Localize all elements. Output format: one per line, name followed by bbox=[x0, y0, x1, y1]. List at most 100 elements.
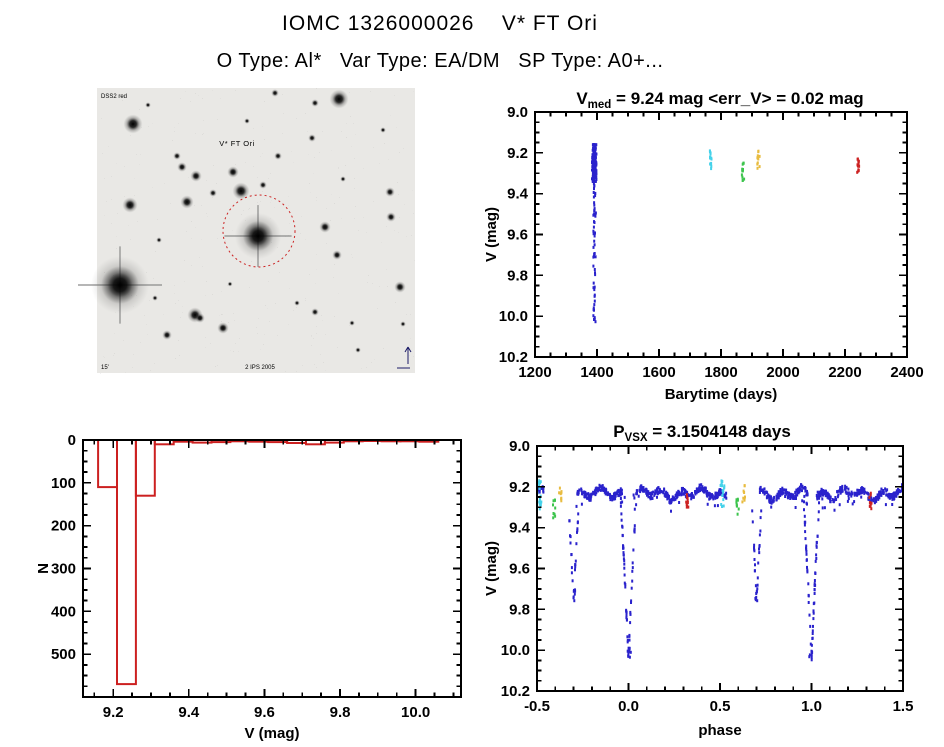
star bbox=[340, 176, 346, 182]
phase-folded-plot: -0.5 0.0 0.5 1.0 1.5 9.0 9.2 9.4 9.6 9.8 10.0 10.2 p… bbox=[483, 422, 913, 739]
field-stars bbox=[91, 89, 406, 353]
credit-label: 2 IPS 2005 bbox=[245, 365, 275, 371]
x-tick-label: 1.0 bbox=[801, 698, 822, 715]
star bbox=[162, 330, 172, 340]
star bbox=[190, 170, 202, 182]
histogram-bars bbox=[97, 439, 440, 686]
x-tick-label: 9.2 bbox=[103, 704, 124, 721]
phase-y-axis-title: V (mag) bbox=[483, 541, 500, 596]
star bbox=[232, 182, 250, 200]
target-aperture-circle bbox=[222, 194, 296, 268]
x-tick-label: 9.4 bbox=[178, 704, 200, 721]
x-tick-label: 1.5 bbox=[893, 698, 914, 715]
lightcurve-x-axis-title: Barytime (days) bbox=[665, 386, 778, 403]
y-tick-label: 200 bbox=[51, 518, 76, 535]
x-tick-label: 2000 bbox=[766, 364, 799, 381]
survey-label: DSS2 red bbox=[101, 94, 127, 100]
phase-title: PVSX = 3.1504148 days bbox=[613, 422, 791, 444]
x-tick-label: 9.6 bbox=[254, 704, 275, 721]
y-tick-label: 9.2 bbox=[507, 145, 528, 162]
star bbox=[308, 134, 316, 142]
y-tick-label: 9.4 bbox=[507, 186, 529, 203]
y-tick-label: 9.6 bbox=[507, 227, 528, 244]
histogram-bar bbox=[97, 439, 118, 489]
star bbox=[355, 347, 361, 353]
phase-axis-labels: -0.5 0.0 0.5 1.0 1.5 9.0 9.2 9.4 9.6 9.8 10.0 10.2 p… bbox=[483, 438, 913, 739]
star bbox=[294, 300, 300, 306]
star bbox=[177, 162, 187, 172]
phase-data-points bbox=[536, 479, 904, 662]
y-tick-label: 10.0 bbox=[501, 642, 530, 659]
star bbox=[400, 321, 406, 327]
y-tick-label: 9.0 bbox=[509, 438, 530, 455]
star bbox=[180, 195, 194, 209]
star bbox=[123, 114, 143, 134]
y-tick-label: 10.2 bbox=[501, 683, 530, 700]
y-tick-label: 500 bbox=[51, 646, 76, 663]
star bbox=[380, 127, 386, 133]
lightcurve-title: Vmed = 9.24 mag <err_V> = 0.02 mag bbox=[576, 89, 863, 111]
lightcurve-axes-frame bbox=[534, 111, 908, 358]
star bbox=[145, 102, 151, 108]
y-tick-label: 9.8 bbox=[509, 601, 530, 618]
histogram-bar bbox=[134, 439, 156, 497]
star bbox=[209, 189, 217, 197]
x-tick-label: 0.5 bbox=[710, 698, 731, 715]
star bbox=[195, 313, 205, 323]
x-tick-label: 1400 bbox=[580, 364, 613, 381]
star bbox=[311, 308, 319, 316]
y-tick-label: 100 bbox=[51, 475, 76, 492]
phase-axes-frame bbox=[536, 445, 904, 692]
star bbox=[385, 187, 395, 197]
y-tick-label: 9.6 bbox=[509, 561, 530, 578]
lightcurve-plot: 1200 1400 1600 1800 2000 2200 2400 9.0 9.2 9.4 9.6… bbox=[483, 89, 924, 403]
finding-chart-image: V* FT Ori DSS2 red 15' 2 IPS 2005 bbox=[78, 88, 415, 374]
x-tick-label: 2400 bbox=[890, 364, 923, 381]
histogram-axis-labels: 9.2 9.4 9.6 9.8 10.0 0 100 200 300 400 500 V (mag) N bbox=[35, 432, 430, 742]
star bbox=[274, 152, 282, 160]
star bbox=[332, 250, 342, 260]
histogram-bar bbox=[116, 439, 137, 686]
y-tick-label: 9.8 bbox=[507, 267, 528, 284]
y-tick-label: 0 bbox=[68, 432, 76, 449]
y-tick-label: 9.4 bbox=[509, 520, 531, 537]
phase-x-axis-title: phase bbox=[698, 722, 741, 739]
y-tick-label: 10.0 bbox=[499, 308, 528, 325]
y-tick-label: 400 bbox=[51, 603, 76, 620]
page-title: IOMC 1326000026 V* FT Ori bbox=[282, 12, 598, 35]
star bbox=[394, 281, 406, 293]
compass-icon bbox=[397, 346, 412, 369]
star bbox=[152, 295, 158, 301]
x-tick-label: 1800 bbox=[704, 364, 737, 381]
y-tick-label: 9.2 bbox=[509, 479, 530, 496]
star bbox=[259, 181, 267, 189]
star bbox=[173, 152, 181, 160]
lightcurve-data-points bbox=[591, 143, 861, 324]
histogram-x-axis-title: V (mag) bbox=[244, 725, 299, 742]
x-tick-label: 1600 bbox=[642, 364, 675, 381]
x-tick-label: 2200 bbox=[828, 364, 861, 381]
page-subtitle: O Type: Al* Var Type: EA/DM SP Type: A0+… bbox=[216, 50, 664, 72]
magnitude-histogram-plot: 9.2 9.4 9.6 9.8 10.0 0 100 200 300 400 500 V (mag) N bbox=[35, 432, 462, 742]
y-tick-label: 9.0 bbox=[507, 104, 528, 121]
target-name-label: V* FT Ori bbox=[219, 139, 255, 148]
star bbox=[122, 197, 138, 213]
x-tick-label: 10.0 bbox=[401, 704, 430, 721]
y-tick-label: 10.2 bbox=[499, 349, 528, 366]
star bbox=[156, 237, 162, 243]
star bbox=[319, 221, 331, 233]
star bbox=[386, 212, 396, 222]
lightcurve-y-axis-title: V (mag) bbox=[483, 207, 500, 262]
star bbox=[271, 89, 279, 97]
histogram-y-axis-title: N bbox=[35, 563, 52, 574]
histogram-axes-frame bbox=[82, 439, 462, 698]
x-tick-label: 1200 bbox=[518, 364, 551, 381]
scale-label: 15' bbox=[101, 365, 109, 371]
lightcurve-axis-labels: 1200 1400 1600 1800 2000 2200 2400 9.0 9.2 9.4 9.6… bbox=[483, 104, 924, 403]
star bbox=[227, 281, 233, 287]
star bbox=[311, 99, 319, 107]
x-tick-label: 0.0 bbox=[618, 698, 639, 715]
star bbox=[244, 118, 250, 124]
star bbox=[227, 166, 239, 178]
